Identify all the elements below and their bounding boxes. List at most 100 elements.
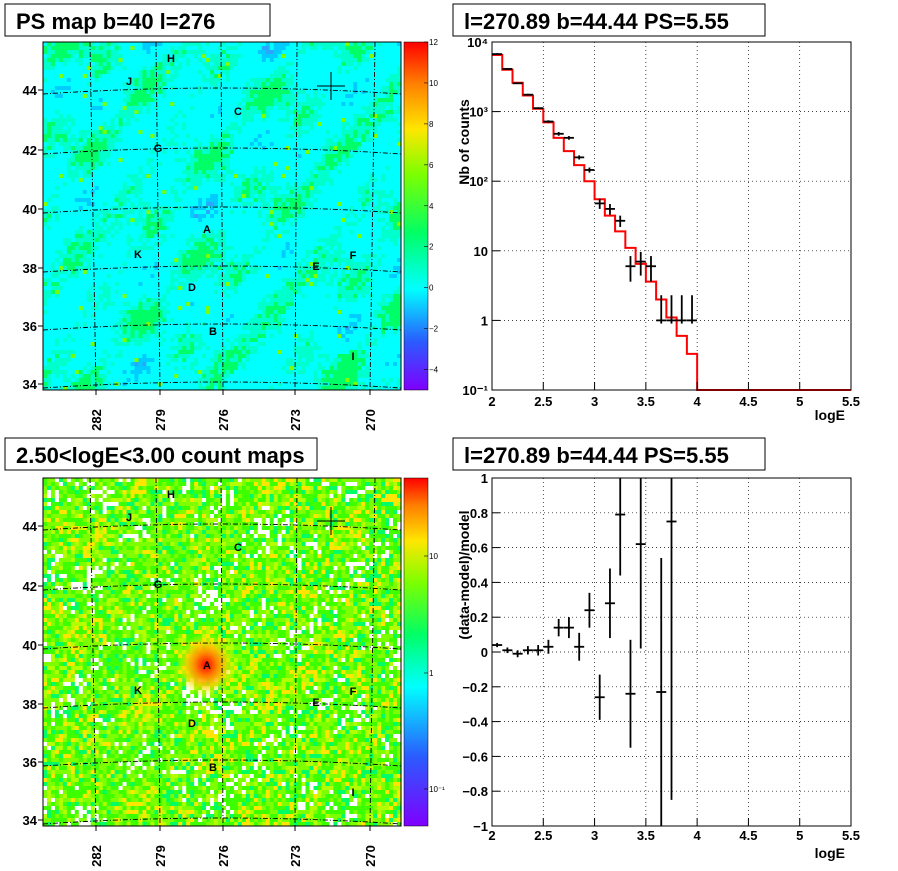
map-cell xyxy=(313,198,318,203)
map-cell xyxy=(369,214,374,219)
map-cell xyxy=(126,62,131,67)
map-cell xyxy=(154,178,159,183)
map-cell xyxy=(381,190,386,195)
map-cell xyxy=(321,214,326,219)
map-cell xyxy=(289,150,294,155)
map-cell xyxy=(82,62,88,67)
map-cell xyxy=(345,50,350,55)
map-cell xyxy=(245,194,251,199)
map-cell xyxy=(325,178,330,183)
map-cell xyxy=(214,62,219,67)
map-cell xyxy=(385,218,390,223)
map-cell xyxy=(70,178,76,183)
map-cell xyxy=(46,158,52,163)
map-cell xyxy=(281,138,286,143)
map-cell xyxy=(245,110,251,115)
map-cell xyxy=(70,78,76,83)
map-cell xyxy=(46,54,52,59)
map-cell xyxy=(373,74,378,79)
map-cell xyxy=(225,154,231,159)
map-cell xyxy=(225,206,231,211)
map-cell xyxy=(397,186,402,191)
map-cell xyxy=(186,262,191,267)
map-cell xyxy=(249,114,255,119)
map-cell xyxy=(70,118,76,123)
map-cell xyxy=(154,78,159,83)
map-cell xyxy=(170,190,175,195)
map-cell xyxy=(381,234,386,239)
map-cell xyxy=(82,86,88,91)
map-cell xyxy=(43,102,48,107)
map-cell xyxy=(377,142,382,147)
map-cell xyxy=(146,202,151,207)
map-cell xyxy=(269,162,275,167)
map-cell xyxy=(50,186,56,191)
map-cell xyxy=(94,258,99,263)
map-cell xyxy=(309,154,314,159)
map-cell xyxy=(54,142,60,147)
map-cell xyxy=(70,62,76,67)
map-cell xyxy=(174,186,179,191)
map-cell xyxy=(337,238,342,243)
map-cell xyxy=(385,162,390,167)
map-cell xyxy=(70,190,76,195)
map-cell xyxy=(58,178,64,183)
map-cell xyxy=(154,238,159,243)
map-cell xyxy=(162,230,167,235)
map-cell xyxy=(222,106,227,111)
map-cell xyxy=(58,170,64,175)
map-cell xyxy=(233,74,239,79)
map-cell xyxy=(210,154,215,159)
map-cell xyxy=(341,50,346,55)
map-cell xyxy=(142,214,147,219)
map-cell xyxy=(369,46,374,51)
map-cell xyxy=(393,78,398,83)
map-cell xyxy=(154,158,159,163)
map-cell xyxy=(194,142,199,147)
map-cell xyxy=(158,66,163,71)
map-cell xyxy=(202,46,207,51)
map-cell xyxy=(273,110,278,115)
map-cell xyxy=(94,254,99,259)
map-cell xyxy=(233,222,239,227)
map-cell xyxy=(66,130,72,135)
map-cell xyxy=(222,166,227,171)
map-cell xyxy=(353,42,358,47)
map-cell xyxy=(206,50,211,55)
map-cell xyxy=(106,182,111,187)
map-cell xyxy=(146,162,151,167)
map-cell xyxy=(309,82,314,87)
map-cell xyxy=(154,166,159,171)
map-cell xyxy=(142,142,147,147)
map-cell xyxy=(305,150,310,155)
map-cell xyxy=(321,154,326,159)
map-cell xyxy=(281,186,286,191)
map-cell xyxy=(190,62,195,67)
map-cell xyxy=(373,62,378,67)
map-cell xyxy=(301,90,306,95)
map-cell xyxy=(377,146,382,151)
map-cell xyxy=(281,118,286,123)
map-cell xyxy=(353,54,358,59)
map-cell xyxy=(162,258,167,263)
map-cell xyxy=(329,230,334,235)
map-cell xyxy=(349,58,354,63)
map-cell xyxy=(198,138,203,143)
map-cell xyxy=(194,46,199,51)
map-cell xyxy=(309,78,314,83)
map-cell xyxy=(305,134,310,139)
map-cell xyxy=(186,190,191,195)
map-cell xyxy=(202,182,207,187)
map-cell xyxy=(377,226,382,231)
map-cell xyxy=(134,214,139,219)
map-cell xyxy=(321,242,326,247)
map-cell xyxy=(206,70,211,75)
map-cell xyxy=(218,250,223,255)
map-cell xyxy=(214,90,219,95)
map-cell xyxy=(58,70,64,75)
map-cell xyxy=(365,186,370,191)
map-cell xyxy=(110,62,115,67)
map-cell xyxy=(206,138,211,143)
map-cell xyxy=(150,86,155,91)
